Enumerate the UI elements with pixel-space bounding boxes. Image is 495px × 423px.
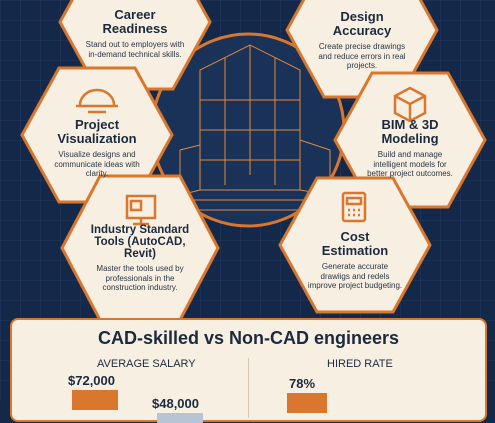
salary-non-cad: $48,000 [152, 396, 199, 411]
card-title: Project Visualization [57, 117, 137, 146]
card: Cost Estimation Generate accurate drawii… [295, 230, 415, 291]
card: Design Accuracy Create precise drawings … [307, 10, 417, 71]
card-text: Create precise drawings and reduce error… [318, 42, 406, 70]
card-text: Visualize designs and communicate ideas … [54, 150, 140, 178]
salary-bar [72, 390, 118, 410]
salary-bar [157, 413, 203, 423]
card: Industry Standard Tools (AutoCAD, Revit)… [80, 224, 200, 293]
card-title: Cost Estimation [321, 229, 389, 258]
panel-title: CAD-skilled vs Non-CAD engineers [97, 328, 400, 348]
hired-cad: 78% [289, 376, 316, 391]
hired-bar [287, 393, 327, 413]
card-title: Career Readiness [102, 7, 168, 36]
card-title: Industry Standard Tools (AutoCAD, Revit) [90, 224, 190, 260]
salary-label: AVERAGE SALARY [97, 358, 196, 370]
comparison-panel: CAD-skilled vs Non-CAD engineers AVERAGE… [10, 318, 487, 423]
card-text: Master the tools used by professionals i… [96, 264, 184, 292]
card: BIM & 3D Modeling Build and manage intel… [350, 118, 470, 179]
hired-label: HIRED RATE [327, 358, 393, 370]
card-text: Stand out to employers with in-demand te… [85, 40, 185, 59]
card-text: Generate accurate drawiigs and redels im… [307, 262, 403, 290]
card-title: Design Accuracy [332, 9, 392, 38]
divider [248, 358, 249, 418]
card-title: BIM & 3D Modeling [381, 117, 439, 146]
card-text: Build and manage intelligent models for … [367, 150, 453, 178]
card: Career Readiness Stand out to employers … [80, 8, 190, 59]
card: Project Visualization Visualize designs … [37, 118, 157, 179]
salary-cad: $72,000 [68, 373, 115, 388]
